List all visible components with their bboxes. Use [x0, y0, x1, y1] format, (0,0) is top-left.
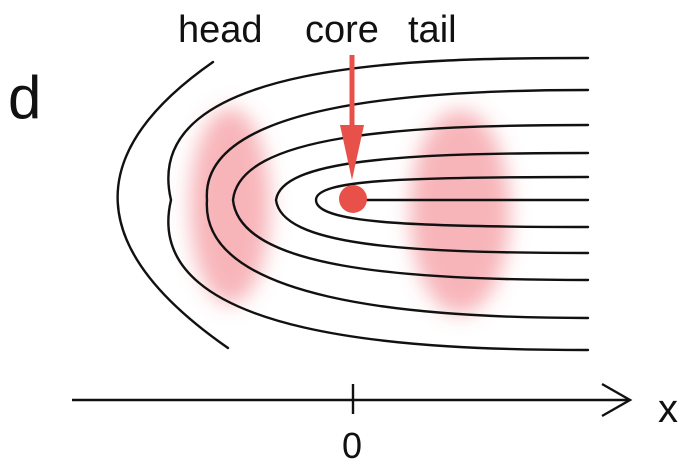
x-axis-label: x: [658, 387, 678, 431]
contour-4: [274, 151, 590, 255]
head-label: head: [178, 9, 263, 51]
tail-label: tail: [408, 9, 457, 51]
x-axis-arrowhead: [601, 382, 633, 418]
core-arrow: [340, 55, 364, 180]
contour-5: [314, 175, 590, 229]
x-axis-zero-label: 0: [342, 425, 362, 466]
head-region-blob: [190, 108, 270, 304]
x-axis: 0 x: [72, 382, 678, 466]
contour-1: [167, 56, 590, 352]
core-label: core: [305, 9, 379, 51]
contour-2: [205, 88, 590, 320]
panel-label: d: [8, 64, 41, 131]
tail-region-blob: [410, 110, 510, 314]
contour-3: [231, 123, 590, 282]
contour-outer-arc: [116, 60, 230, 350]
contour-lines: [116, 56, 590, 352]
core-dot: [339, 185, 367, 213]
